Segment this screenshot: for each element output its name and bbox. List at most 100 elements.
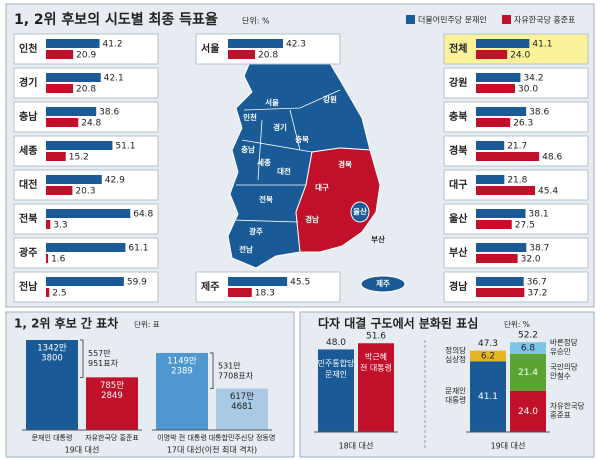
value-label: 51.1 <box>115 142 135 152</box>
group-label: 17대 대선(이전 최대 격차) <box>167 445 257 455</box>
segment <box>358 343 394 432</box>
segment <box>510 342 546 354</box>
bar <box>476 84 515 93</box>
region-name: 경기 <box>19 76 37 89</box>
region-name: 충남 <box>19 110 38 123</box>
value-label: 3800 <box>41 354 63 364</box>
total-label: 52.2 <box>518 331 538 341</box>
total-label: 47.3 <box>478 339 498 349</box>
bar-name: 대통합민주신당 정동영 <box>209 433 276 442</box>
segment <box>510 390 546 432</box>
region-name: 광주 <box>19 247 37 259</box>
value-label: 18.3 <box>255 289 275 299</box>
legend-label: 더불어민주당 문재인 <box>418 15 487 25</box>
region-name: 전남 <box>19 280 38 293</box>
bar <box>46 141 113 150</box>
value-label: 34.2 <box>523 74 543 84</box>
region-name: 경남 <box>449 280 468 293</box>
region-box <box>13 101 159 133</box>
value-label: 20.3 <box>75 187 95 197</box>
segment-name: 문재인 <box>445 386 466 396</box>
segment-name: 정의당 <box>445 345 466 355</box>
unit: 단위: 표 <box>134 319 160 329</box>
value-label: 42.1 <box>104 74 124 84</box>
value-label: 41.2 <box>103 40 123 50</box>
map-label: 경북 <box>338 159 352 169</box>
unit: 단위: % <box>242 16 270 26</box>
segment-name: 문재인 <box>325 369 347 379</box>
value-label: 37.2 <box>527 289 547 299</box>
value-label: 20.8 <box>258 51 278 61</box>
chart-title: 1, 2위 후보 간 표차 <box>14 316 118 331</box>
map-label: 경기 <box>273 122 287 132</box>
region-name: 강원 <box>449 76 467 89</box>
difference-bracket <box>80 339 84 378</box>
bar <box>476 141 505 150</box>
map-label: 충남 <box>241 144 255 154</box>
map-label: 대전 <box>277 166 291 176</box>
region-name: 세종 <box>19 144 37 157</box>
value-label: 38.7 <box>529 244 549 254</box>
map-label: 서울 <box>265 97 279 107</box>
bar <box>46 39 100 48</box>
segment <box>510 353 546 391</box>
difference-label: 557만 <box>88 349 111 358</box>
segment-name: 국민의당 <box>550 361 578 371</box>
bar <box>46 254 49 263</box>
bar <box>46 118 79 127</box>
bar <box>228 50 256 59</box>
value-label: 42.3 <box>286 40 306 50</box>
segment-name: 안철수 <box>550 370 571 380</box>
map-blue <box>227 47 371 269</box>
value-label: 42.9 <box>105 176 125 186</box>
region-box <box>13 237 159 269</box>
value-label: 41.1 <box>478 392 498 402</box>
segment-name: 대통령 <box>445 396 466 405</box>
value-label: 48.0 <box>326 338 346 348</box>
segment <box>470 350 506 362</box>
region-name: 인천 <box>19 42 37 55</box>
value-label: 20.8 <box>76 85 96 95</box>
map-label: 전북 <box>259 194 273 204</box>
map-label: 대구 <box>315 182 329 192</box>
map-red <box>295 147 381 253</box>
map-label: 울산 <box>353 206 367 216</box>
difference-label: 951표차 <box>88 359 119 368</box>
value-label: 24.0 <box>518 407 538 417</box>
bar <box>46 50 74 59</box>
difference-label: 531만 <box>218 361 241 370</box>
value-label: 24.0 <box>510 51 530 61</box>
value-label: 21.7 <box>507 142 527 152</box>
value-label: 1342만 <box>37 344 67 354</box>
value-label: 2.5 <box>52 289 66 299</box>
value-label: 41.1 <box>532 40 552 50</box>
map-borders <box>231 89 341 223</box>
bar <box>46 152 66 161</box>
bar-name: 문재인 대통령 <box>32 433 73 442</box>
region-name: 제주 <box>201 280 219 293</box>
segment-name: 전 대통령 <box>360 363 392 373</box>
region-name: 부산 <box>449 246 468 259</box>
map-label: 광주 <box>249 226 263 236</box>
value-label: 30.0 <box>518 85 538 95</box>
chart-title: 1, 2위 후보의 시도별 최종 득표율 <box>14 11 218 28</box>
bar <box>476 243 527 252</box>
bar <box>476 50 508 59</box>
group-label: 19대 대선 <box>65 446 100 455</box>
value-label: 32.0 <box>521 255 541 265</box>
value-label: 617만 <box>230 392 254 402</box>
chart-title: 다자 대결 구도에서 분화된 표심 <box>318 316 478 331</box>
value-label: 21.8 <box>507 176 527 186</box>
segment-name: 민주통합당 <box>318 358 355 368</box>
segment-name: 홍준표 <box>550 409 571 419</box>
bar <box>46 73 101 82</box>
bar <box>476 107 527 116</box>
bar <box>476 288 525 297</box>
group-label: 18대 대선 <box>339 442 374 451</box>
value-label: 6.8 <box>521 344 536 354</box>
bar <box>46 186 73 195</box>
bar <box>228 288 252 297</box>
value-label: 6.2 <box>481 351 495 361</box>
bar <box>216 388 268 430</box>
